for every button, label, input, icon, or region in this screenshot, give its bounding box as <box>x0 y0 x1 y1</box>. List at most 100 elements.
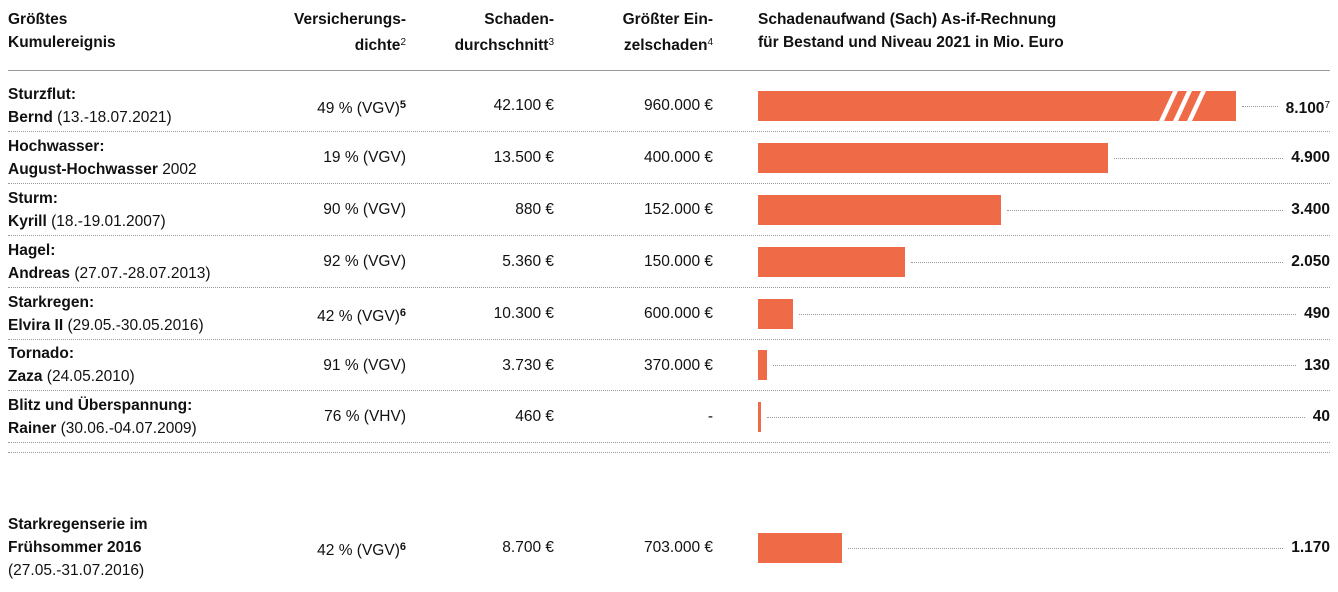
event-line: Rainer (30.06.-04.07.2009) <box>8 417 268 440</box>
average-damage: 10.300 € <box>493 305 554 322</box>
event-line: Andreas (27.07.-28.07.2013) <box>8 262 268 285</box>
density: 42 % (VGV)6 <box>206 536 406 562</box>
footnote: 7 <box>1324 100 1330 111</box>
row-separator <box>8 339 1330 340</box>
header-line: durchschnitt3 <box>404 31 554 57</box>
leader-line <box>799 313 1296 315</box>
bar <box>758 350 768 380</box>
header-text: zelschaden <box>623 37 708 54</box>
column-header: Schadenaufwand (Sach) As-if-Rechnung für … <box>758 8 1278 54</box>
event-date: (29.05.-30.05.2016) <box>67 316 204 334</box>
bar <box>758 532 842 563</box>
event-cell: Sturzflut: Bernd (13.-18.07.2021) <box>8 83 268 129</box>
event-name: Andreas <box>8 264 71 282</box>
bar <box>758 90 1236 121</box>
average-damage: 13.500 € <box>493 149 554 166</box>
density: 49 % (VGV)5 <box>206 94 406 120</box>
density-text: 49 % (VGV) <box>317 100 400 117</box>
density-text: 90 % (VGV) <box>323 201 406 218</box>
average-damage: 880 € <box>515 201 554 218</box>
density: 91 % (VGV) <box>206 354 406 377</box>
event-type: Sturm: <box>8 189 58 207</box>
event-type: Hochwasser: <box>8 137 105 155</box>
header-line: Schadenaufwand (Sach) As-if-Rechnung <box>758 8 1278 31</box>
row-separator <box>8 452 1330 453</box>
event-line: August-Hochwasser 2002 <box>8 158 268 181</box>
footnote: 2 <box>400 37 406 48</box>
footnote: 6 <box>399 307 406 319</box>
event-cell: Hochwasser: August-Hochwasser 2002 <box>8 135 268 181</box>
event-date: 2002 <box>162 160 197 178</box>
average-damage: 8.700 € <box>502 539 554 556</box>
event-cell: Starkregenserie im Frühsommer 2016 (27.05… <box>8 513 198 582</box>
damage-value: 1.170 <box>1287 536 1330 559</box>
leader-line <box>766 416 1305 418</box>
density-text: 19 % (VGV) <box>323 149 406 166</box>
density: 19 % (VGV) <box>206 146 406 169</box>
row-separator <box>8 287 1330 288</box>
damage-label: 1.170 <box>1291 539 1330 556</box>
header-line: Kumulereignis <box>8 31 248 54</box>
average-damage: 3.730 € <box>502 356 554 374</box>
event-name: Elvira II <box>8 316 64 334</box>
leader-line <box>910 261 1283 263</box>
event-line: (27.05.-31.07.2016) <box>8 559 198 582</box>
footnote: 5 <box>399 99 406 111</box>
footnote: 6 <box>399 541 406 553</box>
damage-label: 130 <box>1304 356 1330 374</box>
event-name: Zaza <box>8 368 43 385</box>
event-date: (18.-19.01.2007) <box>51 212 166 230</box>
event-type: Blitz und Überspannung: <box>8 396 193 414</box>
density: 76 % (VHV) <box>206 405 406 428</box>
header-text: Schadenaufwand (Sach) As-if-Rechnung <box>758 11 1057 28</box>
column-header: Größtes Kumulereignis <box>8 8 248 54</box>
event-name: Bernd <box>8 108 53 126</box>
damage-value: 8.1007 <box>1281 94 1330 120</box>
largest-damage: - <box>707 408 713 425</box>
event-cell: Hagel: Andreas (27.07.-28.07.2013) <box>8 239 268 285</box>
bar <box>758 142 1109 173</box>
event-name: Kyrill <box>8 212 47 230</box>
row-separator <box>8 183 1330 184</box>
event-cell: Starkregen: Elvira II (29.05.-30.05.2016) <box>8 291 268 337</box>
average-damage: 42.100 € <box>493 97 554 114</box>
row-separator <box>8 131 1330 132</box>
header-text: dichte <box>354 37 401 54</box>
density-text: 42 % (VGV) <box>317 308 400 325</box>
event-line: Bernd (13.-18.07.2021) <box>8 106 268 129</box>
density: 42 % (VGV)6 <box>206 302 406 328</box>
event-cell: Tornado: Zaza (24.05.2010) <box>8 342 268 388</box>
footnote: 4 <box>707 37 713 48</box>
damage-label: 3.400 <box>1291 201 1330 218</box>
bar <box>758 194 1002 225</box>
damage-value: 130 <box>1300 353 1330 377</box>
event-date: (13.-18.07.2021) <box>57 108 172 126</box>
largest-damage: 150.000 € <box>644 253 713 270</box>
header-text: Kumulereignis <box>8 34 116 51</box>
damage-value: 490 <box>1300 302 1330 325</box>
bar <box>758 298 794 329</box>
header-rule <box>8 70 1330 71</box>
event-type: Starkregen: <box>8 293 95 311</box>
damage-value: 4.900 <box>1287 146 1330 169</box>
header-line: zelschaden4 <box>563 31 713 57</box>
average-damage: 5.360 € <box>502 253 554 270</box>
event-type: Tornado: <box>8 345 75 362</box>
header-line: Schaden- <box>404 8 554 31</box>
event-date: (24.05.2010) <box>46 368 135 385</box>
row-separator <box>8 442 1330 443</box>
event-line: Kyrill (18.-19.01.2007) <box>8 210 268 233</box>
header-line: für Bestand und Niveau 2021 in Mio. Euro <box>758 31 1278 54</box>
density: 90 % (VGV) <box>206 198 406 221</box>
damage-label: 8.100 <box>1285 100 1325 117</box>
column-header: Größter Ein-zelschaden4 <box>563 8 713 57</box>
header-text: Größtes <box>8 11 68 28</box>
event-cell: Blitz und Überspannung: Rainer (30.06.-04… <box>8 394 268 440</box>
leader-line <box>1114 157 1283 159</box>
density-text: 76 % (VHV) <box>324 408 406 425</box>
header-text: durchschnitt <box>454 37 549 54</box>
footnote: 3 <box>548 37 554 48</box>
column-header: Schaden-durchschnitt3 <box>404 8 554 57</box>
event-name: August-Hochwasser <box>8 160 158 178</box>
